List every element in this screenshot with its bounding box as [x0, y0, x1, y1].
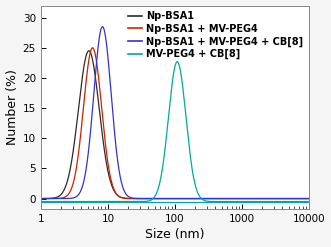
- Np-BSA1: [87, 49, 91, 52]
- Np-BSA1 + MV-PEG4: [52, 197, 56, 200]
- Np-BSA1 + MV-PEG4 + CB[8]: [52, 197, 56, 200]
- Np-BSA1: [198, 197, 202, 200]
- Np-BSA1 + MV-PEG4: [91, 46, 95, 49]
- Np-BSA1: [39, 197, 43, 200]
- Np-BSA1 + MV-PEG4 + CB[8]: [136, 197, 140, 200]
- Line: Np-BSA1 + MV-PEG4: Np-BSA1 + MV-PEG4: [41, 48, 309, 199]
- MV-PEG4 + CB[8]: [252, 200, 256, 203]
- Np-BSA1: [307, 197, 311, 200]
- Line: Np-BSA1: Np-BSA1: [41, 51, 309, 199]
- MV-PEG4 + CB[8]: [198, 195, 202, 198]
- Np-BSA1 + MV-PEG4: [252, 197, 256, 200]
- Np-BSA1 + MV-PEG4: [198, 197, 202, 200]
- Np-BSA1 + MV-PEG4: [136, 197, 140, 200]
- MV-PEG4 + CB[8]: [39, 200, 43, 203]
- Np-BSA1 + MV-PEG4: [307, 197, 311, 200]
- Np-BSA1 + MV-PEG4: [238, 197, 242, 200]
- MV-PEG4 + CB[8]: [209, 200, 213, 203]
- Np-BSA1 + MV-PEG4: [39, 197, 43, 200]
- MV-PEG4 + CB[8]: [175, 60, 179, 63]
- Np-BSA1 + MV-PEG4 + CB[8]: [39, 197, 43, 200]
- Np-BSA1 + MV-PEG4 + CB[8]: [198, 197, 202, 200]
- Legend: Np-BSA1, Np-BSA1 + MV-PEG4, Np-BSA1 + MV-PEG4 + CB[8], MV-PEG4 + CB[8]: Np-BSA1, Np-BSA1 + MV-PEG4, Np-BSA1 + MV…: [127, 10, 304, 60]
- Np-BSA1: [238, 197, 242, 200]
- Np-BSA1 + MV-PEG4 + CB[8]: [209, 197, 213, 200]
- Np-BSA1: [252, 197, 256, 200]
- Np-BSA1: [52, 196, 56, 199]
- Np-BSA1 + MV-PEG4 + CB[8]: [307, 197, 311, 200]
- Np-BSA1 + MV-PEG4 + CB[8]: [101, 25, 105, 28]
- Np-BSA1: [136, 197, 140, 200]
- Np-BSA1 + MV-PEG4: [209, 197, 213, 200]
- Line: MV-PEG4 + CB[8]: MV-PEG4 + CB[8]: [41, 62, 309, 202]
- X-axis label: Size (nm): Size (nm): [145, 228, 205, 242]
- MV-PEG4 + CB[8]: [52, 200, 56, 203]
- MV-PEG4 + CB[8]: [307, 200, 311, 203]
- MV-PEG4 + CB[8]: [136, 200, 140, 203]
- Np-BSA1: [209, 197, 213, 200]
- Np-BSA1 + MV-PEG4 + CB[8]: [238, 197, 242, 200]
- Line: Np-BSA1 + MV-PEG4 + CB[8]: Np-BSA1 + MV-PEG4 + CB[8]: [41, 27, 309, 199]
- Y-axis label: Number (%): Number (%): [6, 70, 19, 145]
- MV-PEG4 + CB[8]: [238, 200, 242, 203]
- Np-BSA1 + MV-PEG4 + CB[8]: [252, 197, 256, 200]
